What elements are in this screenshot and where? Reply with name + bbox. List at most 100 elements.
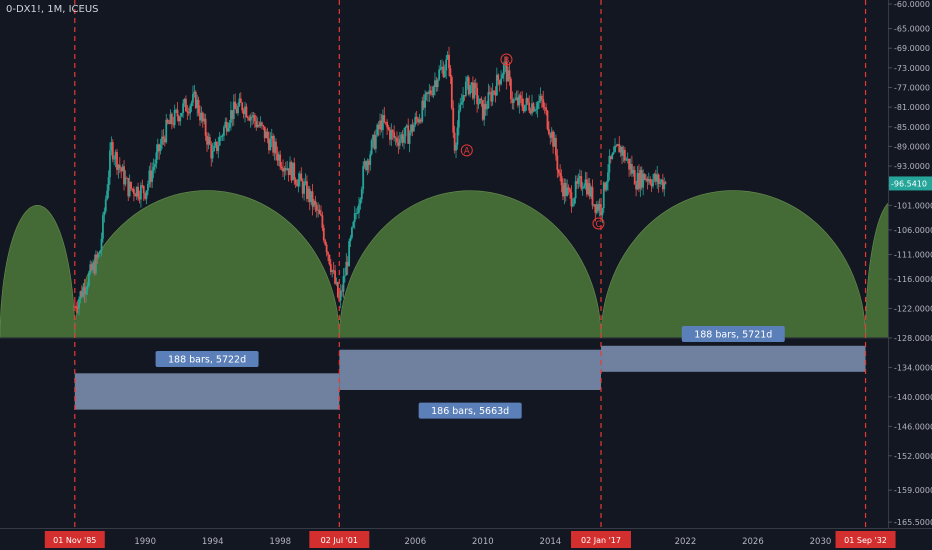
candle-body bbox=[120, 168, 123, 172]
candle-body bbox=[168, 122, 170, 124]
candle-body bbox=[190, 102, 193, 107]
candle-body bbox=[329, 264, 332, 272]
candle-body bbox=[578, 176, 581, 179]
candle-body bbox=[344, 275, 346, 277]
candle-body bbox=[486, 108, 488, 110]
candle-body bbox=[580, 176, 583, 189]
candle-body bbox=[396, 137, 398, 143]
candle-body bbox=[92, 262, 94, 271]
candle-body bbox=[394, 137, 397, 139]
candle-body bbox=[213, 145, 215, 152]
candle-body bbox=[640, 170, 643, 188]
candle-body bbox=[252, 115, 255, 118]
candle-body bbox=[161, 136, 163, 145]
date-range-label-2: 186 bars, 5663d bbox=[431, 406, 509, 417]
candle-body bbox=[387, 127, 390, 130]
date-range-label-3: 188 bars, 5721d bbox=[694, 330, 772, 341]
candle-body bbox=[507, 70, 509, 82]
candle-body bbox=[373, 134, 376, 149]
candle-body bbox=[557, 169, 560, 173]
candle-body bbox=[535, 109, 538, 111]
candle-body bbox=[583, 186, 585, 189]
candle-body bbox=[283, 168, 286, 172]
candle-body bbox=[381, 115, 384, 130]
candle-body bbox=[643, 173, 646, 180]
candle-body bbox=[428, 90, 431, 94]
candle-body bbox=[301, 181, 304, 194]
candle-body bbox=[539, 95, 542, 101]
price-tick-label: -81.0000 bbox=[894, 103, 930, 112]
candle-body bbox=[217, 145, 220, 151]
candle-body bbox=[543, 107, 546, 109]
candle-body bbox=[87, 273, 90, 286]
candle-body bbox=[215, 141, 218, 151]
time-tick-label: 2030 bbox=[810, 537, 832, 547]
candle-body bbox=[134, 194, 137, 197]
candle-body bbox=[227, 127, 230, 132]
price-tick-label: -69.0000 bbox=[894, 44, 930, 53]
candle-body bbox=[208, 137, 211, 145]
candle-body bbox=[118, 164, 121, 169]
candle-body bbox=[207, 137, 210, 145]
candle-body bbox=[593, 204, 595, 206]
candle-body bbox=[308, 188, 311, 203]
candle-body bbox=[379, 120, 381, 130]
candle-body bbox=[76, 308, 79, 309]
candle-body bbox=[370, 140, 373, 155]
candle-body bbox=[540, 95, 543, 100]
candle-body bbox=[204, 118, 207, 136]
candle-body bbox=[137, 186, 139, 198]
annotation-circle-B bbox=[500, 53, 513, 66]
candle-body bbox=[609, 155, 612, 160]
candle-body bbox=[393, 132, 396, 138]
candle-body bbox=[400, 134, 403, 140]
candle-body bbox=[581, 188, 584, 189]
candle-body bbox=[151, 170, 154, 182]
candle-body bbox=[348, 241, 351, 267]
price-tick-label: -116.0000 bbox=[894, 275, 932, 284]
candle-body bbox=[414, 116, 417, 125]
candle-body bbox=[585, 179, 588, 195]
candle-body bbox=[162, 136, 165, 139]
candle-body bbox=[573, 198, 576, 204]
candle-body bbox=[194, 91, 197, 108]
candle-body bbox=[494, 91, 497, 96]
candle-body bbox=[360, 189, 363, 200]
candle-body bbox=[645, 178, 647, 180]
cycle-date-badge-2 bbox=[309, 531, 370, 548]
candle-body bbox=[355, 212, 358, 214]
candle-body bbox=[618, 144, 621, 153]
candle-body bbox=[306, 181, 308, 199]
candle-body bbox=[346, 261, 349, 267]
candle-body bbox=[297, 179, 300, 187]
candle-body bbox=[574, 181, 577, 199]
candle-body bbox=[262, 125, 265, 127]
candle-body bbox=[591, 187, 594, 206]
candle-body bbox=[186, 111, 189, 113]
price-tick-label: -152.0000 bbox=[894, 452, 932, 461]
candle-body bbox=[386, 122, 389, 128]
candle-body bbox=[443, 70, 446, 77]
annotation-circle-A bbox=[460, 144, 473, 157]
candle-body bbox=[90, 264, 93, 271]
candle-body bbox=[109, 150, 111, 178]
candle-body bbox=[304, 181, 307, 184]
candle-body bbox=[179, 116, 182, 122]
candle-body bbox=[242, 110, 245, 115]
candle-body bbox=[448, 54, 450, 69]
candle-body bbox=[595, 204, 598, 213]
candle-body bbox=[362, 166, 365, 190]
candle-body bbox=[238, 98, 241, 106]
candle-body bbox=[223, 127, 225, 136]
candle-body bbox=[123, 166, 125, 185]
candle-body bbox=[594, 204, 597, 213]
candle-body bbox=[445, 59, 448, 71]
candle-body bbox=[351, 227, 353, 238]
candle-body bbox=[441, 66, 443, 69]
candle-body bbox=[404, 126, 407, 137]
candle-body bbox=[270, 135, 273, 139]
candle-body bbox=[511, 99, 514, 103]
candle-body bbox=[200, 112, 203, 121]
candle-body bbox=[538, 100, 540, 103]
